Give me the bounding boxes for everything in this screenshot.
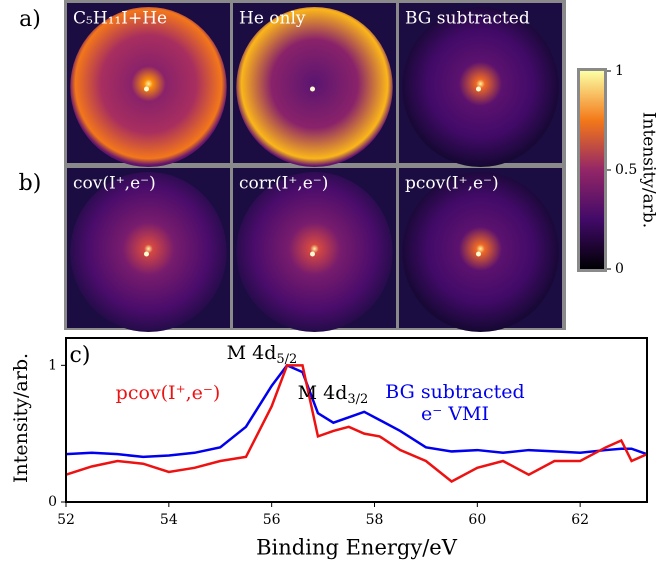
panel-label: c) bbox=[70, 343, 91, 368]
image-pattern bbox=[70, 7, 227, 167]
x-tick-label: 54 bbox=[160, 512, 178, 528]
panel-label: a) bbox=[19, 7, 41, 32]
image-center bbox=[310, 86, 315, 92]
annotation-sub: 3/2 bbox=[347, 392, 368, 407]
colorbar-tick-label: 1 bbox=[615, 63, 624, 79]
peak-annotation: M 4d3/2 bbox=[298, 382, 369, 407]
panel-label: b) bbox=[19, 171, 42, 196]
annotation-main: M 4d bbox=[227, 342, 277, 364]
image-pattern bbox=[236, 7, 393, 167]
image-title: corr(I⁺,e⁻) bbox=[239, 174, 328, 194]
image-center bbox=[476, 251, 481, 257]
plot-area bbox=[66, 363, 647, 483]
x-tick-label: 60 bbox=[468, 512, 486, 528]
annotation-main: M 4d bbox=[298, 382, 348, 404]
image-title: BG subtracted bbox=[405, 9, 530, 29]
y-tick-label: 1 bbox=[48, 357, 57, 373]
image-title: cov(I⁺,e⁻) bbox=[73, 174, 156, 194]
image-center bbox=[476, 86, 481, 92]
image-title: He only bbox=[239, 9, 306, 29]
x-tick-label: 58 bbox=[366, 512, 384, 528]
image-title: pcov(I⁺,e⁻) bbox=[405, 174, 499, 194]
legend-entry: BG subtracted e⁻ VMI bbox=[385, 381, 525, 425]
plot-frame bbox=[65, 337, 648, 503]
colorbar bbox=[580, 71, 604, 269]
image-pattern bbox=[70, 172, 227, 332]
peak-annotation: M 4d5/2 bbox=[227, 342, 298, 367]
colorbar-tick-label: 0.5 bbox=[615, 162, 637, 178]
image-pattern bbox=[402, 172, 559, 332]
x-tick-label: 52 bbox=[57, 512, 75, 528]
y-tick-label: 0 bbox=[48, 494, 57, 510]
colorbar-label: Intensity/arb. bbox=[639, 112, 659, 228]
colorbar-tick-label: 0 bbox=[615, 261, 624, 277]
y-axis-label: Intensity/arb. bbox=[10, 353, 32, 483]
x-tick-label: 62 bbox=[571, 512, 589, 528]
line bbox=[66, 364, 647, 483]
image-pattern bbox=[402, 7, 559, 167]
line bbox=[66, 363, 647, 459]
image-center bbox=[144, 86, 149, 92]
legend-entry: pcov(I⁺,e⁻) bbox=[115, 382, 221, 404]
image-center bbox=[144, 251, 149, 257]
x-tick-label: 56 bbox=[263, 512, 281, 528]
image-pattern bbox=[236, 172, 393, 332]
annotation-sub: 5/2 bbox=[276, 352, 297, 367]
image-title: C₅H₁₁I+He bbox=[73, 9, 167, 29]
x-axis-label: Binding Energy/eV bbox=[256, 536, 458, 560]
image-center bbox=[310, 251, 315, 257]
